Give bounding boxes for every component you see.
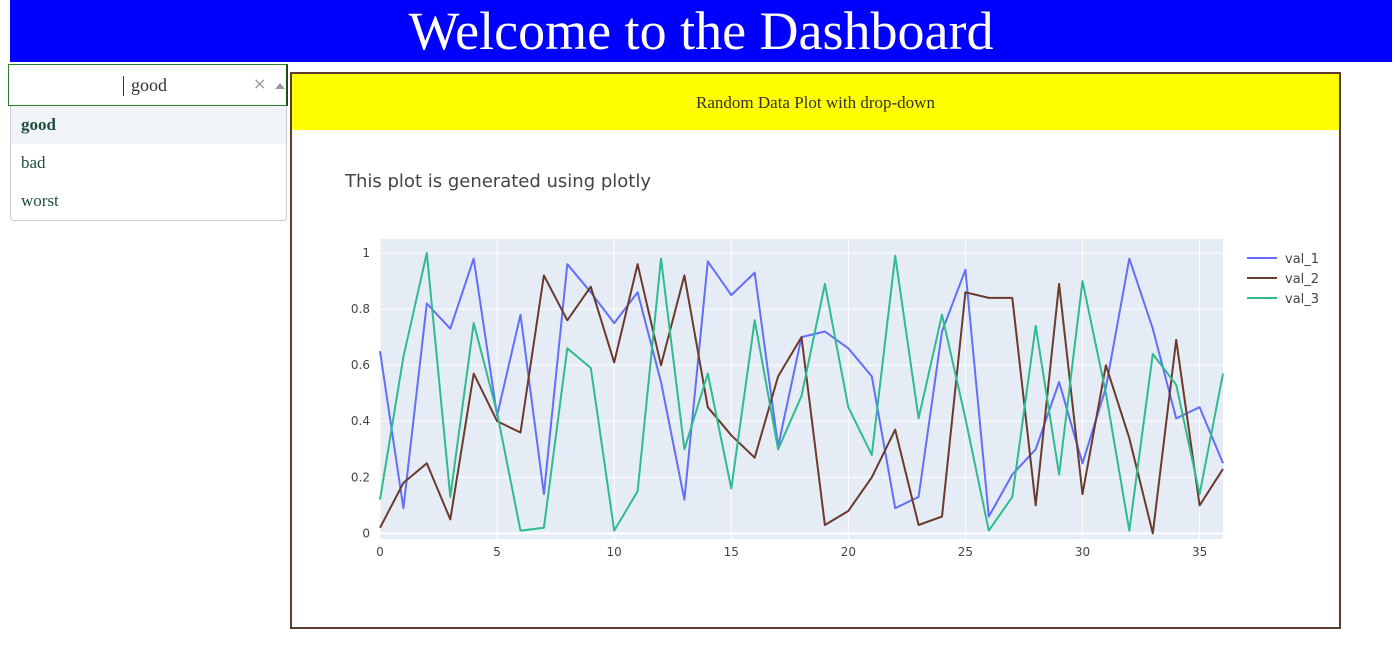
- panel-title: Random Data Plot with drop-down: [292, 74, 1339, 130]
- chart-title: This plot is generated using plotly: [344, 171, 651, 192]
- y-tick-label: 0.8: [351, 302, 370, 316]
- line-chart[interactable]: This plot is generated using plotly 0 0.2…: [292, 74, 1339, 627]
- dropdown-option-good[interactable]: good: [11, 106, 286, 144]
- x-tick-label: 25: [958, 545, 973, 559]
- y-tick-label: 0.2: [351, 470, 370, 484]
- chevron-up-icon[interactable]: [275, 83, 285, 89]
- legend-label[interactable]: val_3: [1285, 292, 1319, 307]
- legend-label[interactable]: val_1: [1285, 252, 1319, 267]
- y-tick-label: 1: [362, 246, 370, 260]
- legend-label[interactable]: val_2: [1285, 272, 1319, 287]
- dashboard-title: Welcome to the Dashboard: [10, 0, 1392, 62]
- x-tick-label: 10: [607, 545, 622, 559]
- text-cursor: [123, 76, 124, 96]
- dropdown-menu: good bad worst: [10, 106, 287, 221]
- series-line-val_3[interactable]: [379, 252, 1224, 532]
- x-tick-label: 35: [1192, 545, 1207, 559]
- x-tick-label: 30: [1075, 545, 1090, 559]
- y-tick-label: 0: [362, 526, 370, 540]
- y-tick-label: 0.6: [351, 358, 370, 372]
- series-line-val_2[interactable]: [379, 263, 1224, 535]
- dropdown-option-worst[interactable]: worst: [21, 191, 59, 210]
- x-tick-label: 0: [376, 545, 384, 559]
- plot-area[interactable]: [380, 239, 1223, 539]
- x-tick-label: 5: [493, 545, 501, 559]
- x-tick-label: 15: [724, 545, 739, 559]
- plot-panel: Random Data Plot with drop-down This plo…: [290, 72, 1341, 629]
- dropdown-selected-value: good: [131, 75, 167, 95]
- y-tick-label: 0.4: [351, 414, 370, 428]
- x-tick-label: 20: [841, 545, 856, 559]
- dropdown-option-bad[interactable]: bad: [21, 153, 46, 172]
- quality-dropdown[interactable]: good ×: [8, 64, 288, 106]
- clear-icon[interactable]: ×: [253, 74, 267, 93]
